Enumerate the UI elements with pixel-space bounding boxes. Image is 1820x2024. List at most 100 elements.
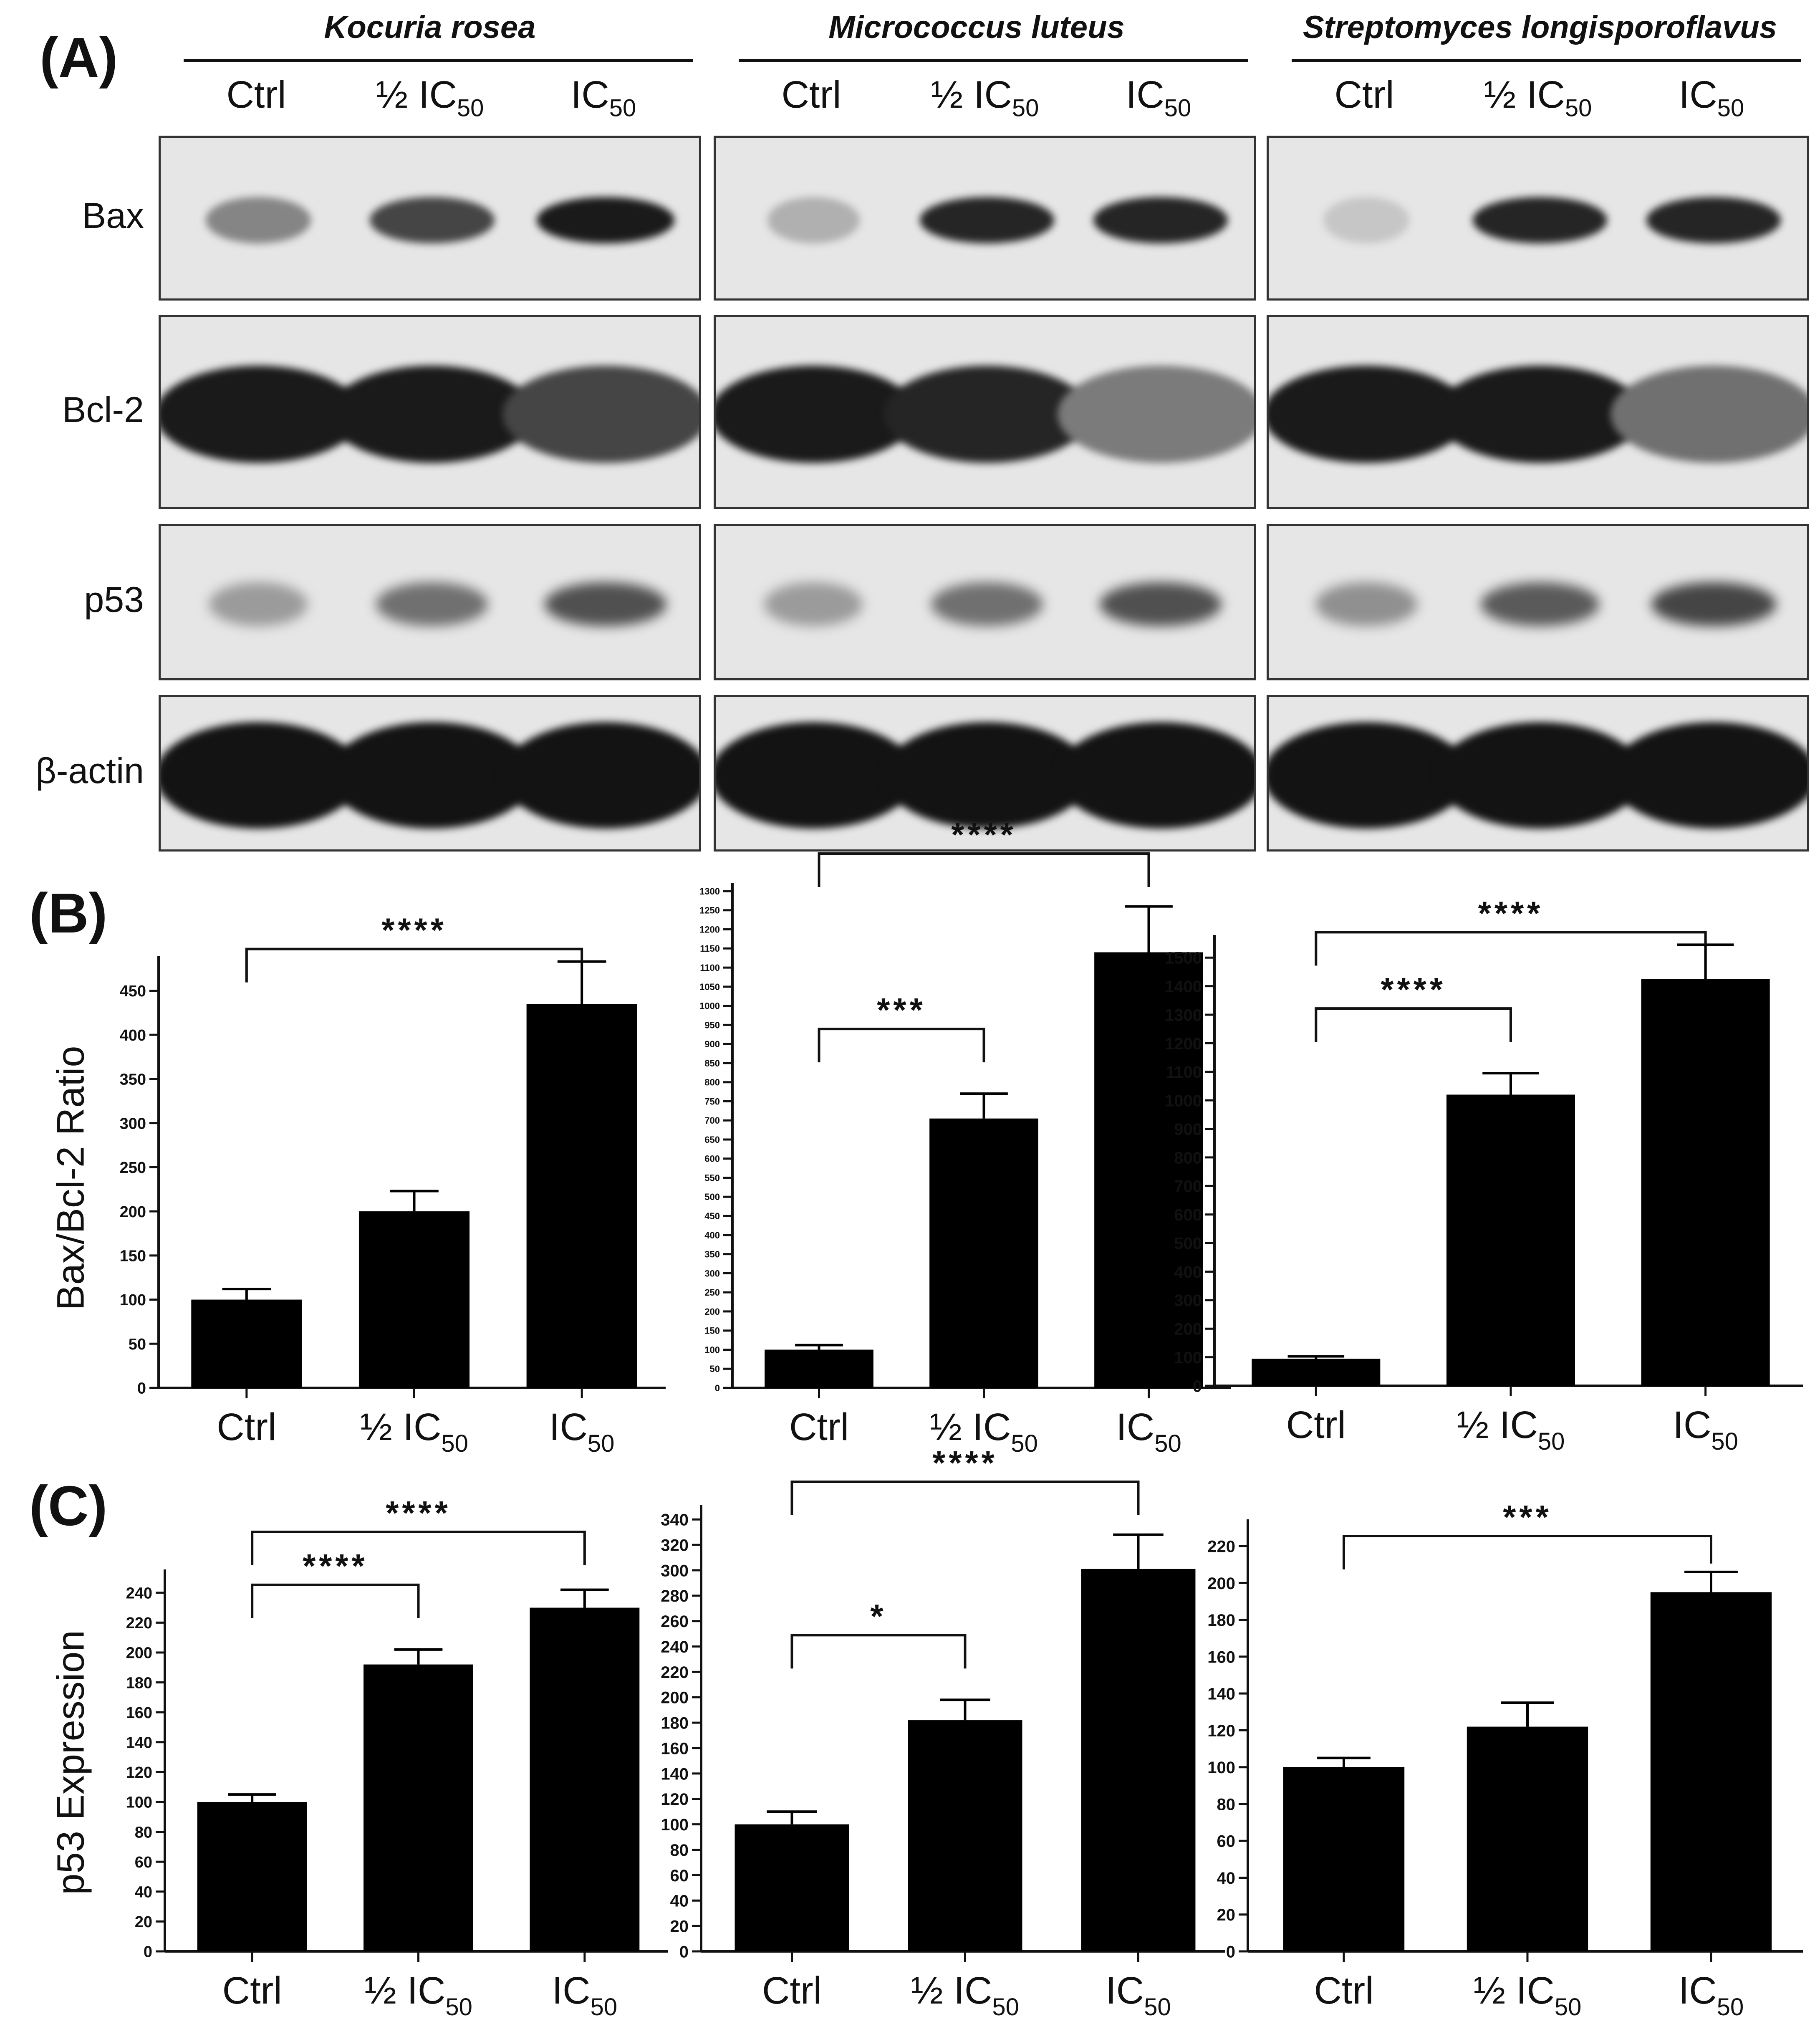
y-tick-label: 80 xyxy=(1217,1795,1236,1814)
y-tick-label: 60 xyxy=(135,1854,152,1871)
blot-p53 xyxy=(714,524,1256,680)
blot-band xyxy=(1610,722,1807,829)
x-tick-label: Ctrl xyxy=(789,1406,849,1448)
blot-band xyxy=(209,582,308,626)
x-tick-label: ½ IC50 xyxy=(911,1969,1019,2021)
y-tick-label: 200 xyxy=(1207,1574,1235,1593)
x-tick-label: ½ IC50 xyxy=(930,1406,1038,1457)
y-tick-label: 150 xyxy=(120,1247,146,1265)
y-tick-label: 1100 xyxy=(700,963,720,973)
y-tick-label: 600 xyxy=(704,1154,720,1164)
blot-actin xyxy=(1267,695,1809,852)
blot-actin xyxy=(159,695,701,852)
blot-band xyxy=(884,722,1090,829)
y-tick-label: 250 xyxy=(120,1159,146,1177)
y-tick-label: 0 xyxy=(1226,1943,1235,1961)
blot-bcl2 xyxy=(159,315,701,509)
significance-bracket xyxy=(1315,931,1707,966)
significance-bracket xyxy=(790,1481,1140,1515)
y-tick-label: 100 xyxy=(1174,1349,1202,1367)
y-tick-label: 160 xyxy=(1207,1648,1235,1666)
bar xyxy=(735,1824,849,1951)
y-tick-label: 300 xyxy=(704,1268,720,1279)
y-tick-label: 80 xyxy=(670,1841,689,1860)
y-tick-label: 100 xyxy=(1207,1759,1235,1777)
y-tick-label: 300 xyxy=(1174,1291,1202,1310)
y-tick-label: 100 xyxy=(704,1344,720,1355)
y-tick-label: 20 xyxy=(135,1913,152,1931)
y-tick-label: 350 xyxy=(704,1249,720,1260)
y-tick-label: 1300 xyxy=(1165,1006,1202,1024)
significance-label: **** xyxy=(303,1547,368,1584)
x-tick-label: ½ IC50 xyxy=(360,1406,468,1457)
significance-label: **** xyxy=(1381,971,1446,1008)
x-tick-label: Ctrl xyxy=(762,1969,822,2012)
blot-band xyxy=(767,197,860,243)
lane-label: ½ IC50 xyxy=(931,73,1039,122)
blot-band xyxy=(919,197,1055,243)
lane-label: ½ IC50 xyxy=(376,73,484,122)
blot-band xyxy=(1269,722,1469,829)
blot-band xyxy=(329,366,535,463)
bar xyxy=(1094,952,1203,1388)
x-tick-label: Ctrl xyxy=(1286,1404,1346,1446)
y-tick-label: 20 xyxy=(670,1918,689,1936)
y-tick-label: 200 xyxy=(704,1306,720,1317)
y-tick-label: 1250 xyxy=(699,905,720,916)
blot-band xyxy=(329,722,535,829)
significance-label: **** xyxy=(386,1494,451,1531)
bar xyxy=(1650,1592,1772,1951)
blot-bcl2 xyxy=(714,315,1256,509)
lane-label: IC50 xyxy=(1679,73,1744,122)
blot-band xyxy=(1315,582,1418,626)
blot-band xyxy=(1651,582,1776,626)
y-tick-label: 180 xyxy=(126,1674,152,1692)
y-tick-label: 600 xyxy=(1174,1206,1202,1224)
blot-band xyxy=(1100,582,1222,626)
blot-band xyxy=(376,582,488,626)
significance-bracket xyxy=(251,1583,420,1618)
blot-band xyxy=(161,722,361,829)
y-tick-label: 650 xyxy=(704,1135,720,1145)
x-tick-label: IC50 xyxy=(1116,1406,1181,1457)
y-tick-label: 100 xyxy=(126,1794,152,1812)
y-tick-label: 800 xyxy=(1174,1149,1202,1167)
y-tick-label: 1050 xyxy=(699,982,720,992)
y-tick-label: 120 xyxy=(1207,1722,1235,1740)
y-tick-label: 0 xyxy=(679,1943,689,1961)
species-underline xyxy=(184,59,693,62)
y-tick-label: 140 xyxy=(126,1734,152,1751)
y-tick-label: 50 xyxy=(129,1336,146,1353)
y-tick-label: 40 xyxy=(670,1892,689,1910)
significance-label: **** xyxy=(1478,895,1544,932)
bar-chart-5: 0 20 40 60 80 100 120 140 160 180 200 220 Ctrl ½ IC50… xyxy=(1207,1498,1803,2021)
y-tick-label: 160 xyxy=(661,1739,689,1758)
y-tick-label: 0 xyxy=(144,1943,152,1961)
y-tick-label: 80 xyxy=(135,1824,152,1841)
y-tick-label: 1200 xyxy=(1165,1035,1202,1053)
blot-band xyxy=(716,722,916,829)
panel-label-b: (B) xyxy=(29,882,108,945)
blot-band xyxy=(1323,197,1409,243)
y-tick-label: 100 xyxy=(120,1291,146,1309)
y-tick-label: 450 xyxy=(120,983,146,1000)
y-tick-label: 40 xyxy=(1217,1869,1236,1888)
protein-label: p53 xyxy=(84,579,144,620)
y-tick-label: 60 xyxy=(670,1867,689,1885)
y-tick-label: 140 xyxy=(661,1765,689,1783)
bar xyxy=(197,1802,307,1951)
bar-chart-0: 0 50 100 150 200 250 300 350 400 450 Ctrl ½ IC50 IC5… xyxy=(120,912,666,1457)
blot-band xyxy=(1058,722,1254,829)
y-tick-label: 950 xyxy=(704,1020,720,1030)
bar-chart-4: 0 20 40 60 80 100 120 140 160 180 200 220 240 260 280 3… xyxy=(661,1444,1225,2021)
bar-chart-1: 0 50 100 150 200 250 300 350 400 450 500 550 600 650 7… xyxy=(699,816,1231,1457)
y-tick-label: 150 xyxy=(704,1326,720,1336)
blot-p53 xyxy=(1267,524,1809,680)
y-tick-label: 0 xyxy=(1193,1377,1202,1395)
y-tick-label: 300 xyxy=(661,1562,689,1580)
blot-band xyxy=(545,582,666,626)
bar xyxy=(1641,979,1770,1386)
blot-p53 xyxy=(159,524,701,680)
y-tick-label: 450 xyxy=(704,1211,720,1221)
y-tick-label: 100 xyxy=(661,1816,689,1834)
